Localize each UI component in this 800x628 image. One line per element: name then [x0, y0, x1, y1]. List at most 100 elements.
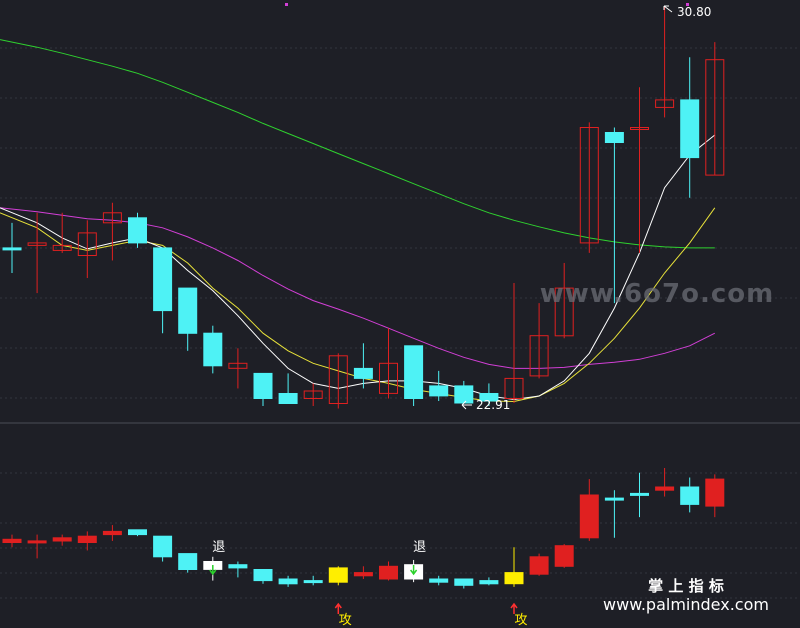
sub-body-6	[153, 535, 173, 558]
main-candle-8	[203, 325, 223, 374]
high-price-label: 30.80	[677, 5, 711, 19]
sub-body-12	[303, 580, 323, 584]
main-body-19	[479, 393, 499, 402]
sub-body-1	[27, 540, 47, 544]
price-annotations: 30.80 22.91	[461, 5, 711, 412]
sub-candle-24	[604, 490, 624, 538]
sub-candle-11	[278, 575, 298, 587]
main-candle-26	[655, 7, 675, 118]
down-arrow-icon	[209, 565, 217, 576]
sub-candle-13	[328, 566, 348, 586]
sub-body-3	[77, 535, 97, 544]
sub-candle-10	[253, 569, 273, 584]
ma60-line	[0, 39, 715, 249]
high-arrow-icon	[663, 5, 673, 13]
down-arrow-icon	[410, 565, 418, 576]
sub-body-23	[579, 494, 599, 539]
main-body-12	[303, 390, 323, 399]
main-body-27	[680, 99, 700, 159]
low-price-label: 22.91	[476, 398, 510, 412]
main-body-8	[203, 332, 223, 367]
main-body-10	[253, 372, 273, 399]
sub-candle-26	[655, 468, 675, 497]
main-body-24	[604, 132, 624, 143]
main-body-18	[454, 385, 474, 404]
sub-body-24	[604, 497, 624, 501]
sub-body-15	[379, 565, 398, 580]
sub-candle-6	[153, 535, 173, 562]
sub-body-7	[178, 553, 198, 570]
indicator-candles	[2, 468, 725, 589]
main-body-17	[429, 385, 449, 397]
main-candles	[2, 7, 725, 409]
sub-candle-21	[529, 553, 549, 576]
main-candle-20	[504, 283, 524, 403]
main-candle-23	[579, 122, 599, 253]
retreat-label: 退	[413, 540, 426, 555]
sub-body-10	[253, 569, 273, 582]
main-candle-14	[353, 343, 373, 389]
main-candle-27	[680, 57, 700, 198]
main-candle-28	[705, 42, 725, 176]
sub-body-2	[52, 537, 72, 542]
main-body-15	[379, 362, 398, 394]
grid-lines	[0, 47, 800, 599]
main-candle-5	[128, 212, 147, 248]
main-body-22	[554, 287, 574, 337]
sub-candle-17	[429, 575, 449, 586]
main-body-16	[404, 345, 424, 399]
sub-candle-4	[102, 525, 122, 541]
sub-candle-3	[77, 531, 97, 551]
up-arrow-icon	[510, 602, 518, 614]
sub-body-20	[504, 572, 524, 585]
main-candle-19	[479, 383, 499, 407]
sub-candle-18	[454, 578, 474, 589]
main-body-6	[153, 247, 173, 312]
sub-body-17	[429, 578, 449, 583]
sub-candle-7	[178, 553, 198, 573]
sub-candle-20	[504, 547, 524, 587]
main-body-3	[77, 232, 97, 256]
main-candle-2	[52, 212, 72, 253]
sub-body-4	[102, 530, 122, 536]
main-candle-3	[77, 220, 97, 279]
signal-markers: 退 退攻 攻	[209, 540, 528, 628]
watermark-main: www.6o7o.com	[540, 279, 774, 309]
main-body-13	[328, 355, 348, 404]
main-candle-6	[153, 247, 173, 334]
main-body-5	[128, 217, 147, 244]
main-body-14	[353, 367, 373, 379]
main-candle-11	[278, 373, 298, 404]
watermark-site: www.palmindex.com	[603, 595, 769, 614]
main-candle-13	[328, 353, 348, 409]
sub-candle-19	[479, 577, 499, 586]
sub-body-5	[128, 529, 147, 536]
main-body-20	[504, 377, 524, 399]
signal-2: 攻	[334, 602, 352, 628]
attack-label: 攻	[339, 613, 352, 628]
sub-body-19	[479, 580, 499, 585]
main-candle-1	[27, 212, 47, 294]
watermark-brand: 掌 上 指 标	[648, 577, 724, 595]
main-body-4	[102, 212, 122, 224]
sub-body-0	[2, 538, 22, 543]
main-body-2	[52, 244, 72, 251]
signal-3: 攻	[510, 602, 528, 628]
sub-body-11	[278, 578, 298, 585]
main-body-28	[705, 59, 725, 176]
sub-body-22	[554, 545, 574, 567]
sub-body-26	[655, 486, 675, 491]
sub-candle-22	[554, 544, 574, 568]
main-candle-10	[253, 372, 273, 407]
sub-body-21	[529, 556, 549, 575]
low-arrow-icon	[461, 400, 472, 410]
sub-body-25	[630, 492, 649, 496]
sub-body-9	[228, 564, 248, 569]
main-candle-16	[404, 345, 424, 407]
main-candle-24	[604, 127, 624, 304]
main-candle-22	[554, 262, 574, 339]
top-marker	[285, 3, 288, 6]
sub-body-13	[328, 567, 348, 583]
sub-candle-12	[303, 575, 323, 586]
